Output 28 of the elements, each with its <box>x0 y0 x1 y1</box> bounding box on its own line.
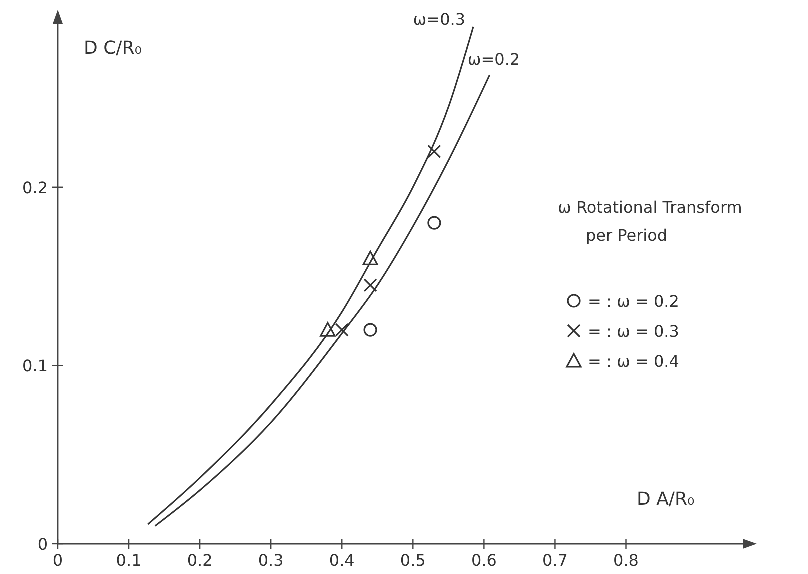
series-label: ω=0.3 <box>413 10 466 29</box>
x-tick-label: 0.4 <box>329 551 355 570</box>
x-tick-label: 0.3 <box>258 551 284 570</box>
point <box>335 323 349 337</box>
point <box>364 323 378 337</box>
legend-label: = : ω = 0.3 <box>588 322 680 341</box>
series-label: ω=0.2 <box>468 50 520 70</box>
x-tick-label: 0.2 <box>187 551 213 570</box>
x-axis-title: D A/R₀ <box>637 489 695 510</box>
y-tick-label: 0.1 <box>22 356 48 376</box>
x-tick-label: 0.6 <box>471 551 497 570</box>
x-tick-label: 0.7 <box>542 551 568 570</box>
legend-label: = : ω = 0.4 <box>588 352 680 371</box>
line-series <box>154 74 491 527</box>
legend-title: ω Rotational Transform per Period <box>558 198 742 245</box>
point <box>362 250 378 266</box>
y-tick-label: 0.2 <box>22 178 48 198</box>
point <box>364 278 378 292</box>
point <box>428 144 442 159</box>
point <box>428 216 442 230</box>
x-tick-label: 0 <box>52 551 64 570</box>
x-tick-label: 0.5 <box>400 551 426 570</box>
y-axis-title: D C/R₀ <box>84 38 142 59</box>
x-tick-label: 0.8 <box>614 551 639 570</box>
y-tick-label: 0 <box>38 535 48 554</box>
point <box>320 322 336 337</box>
x-tick-label: 0.1 <box>116 551 142 570</box>
legend-label: = : ω = 0.2 <box>588 292 680 311</box>
